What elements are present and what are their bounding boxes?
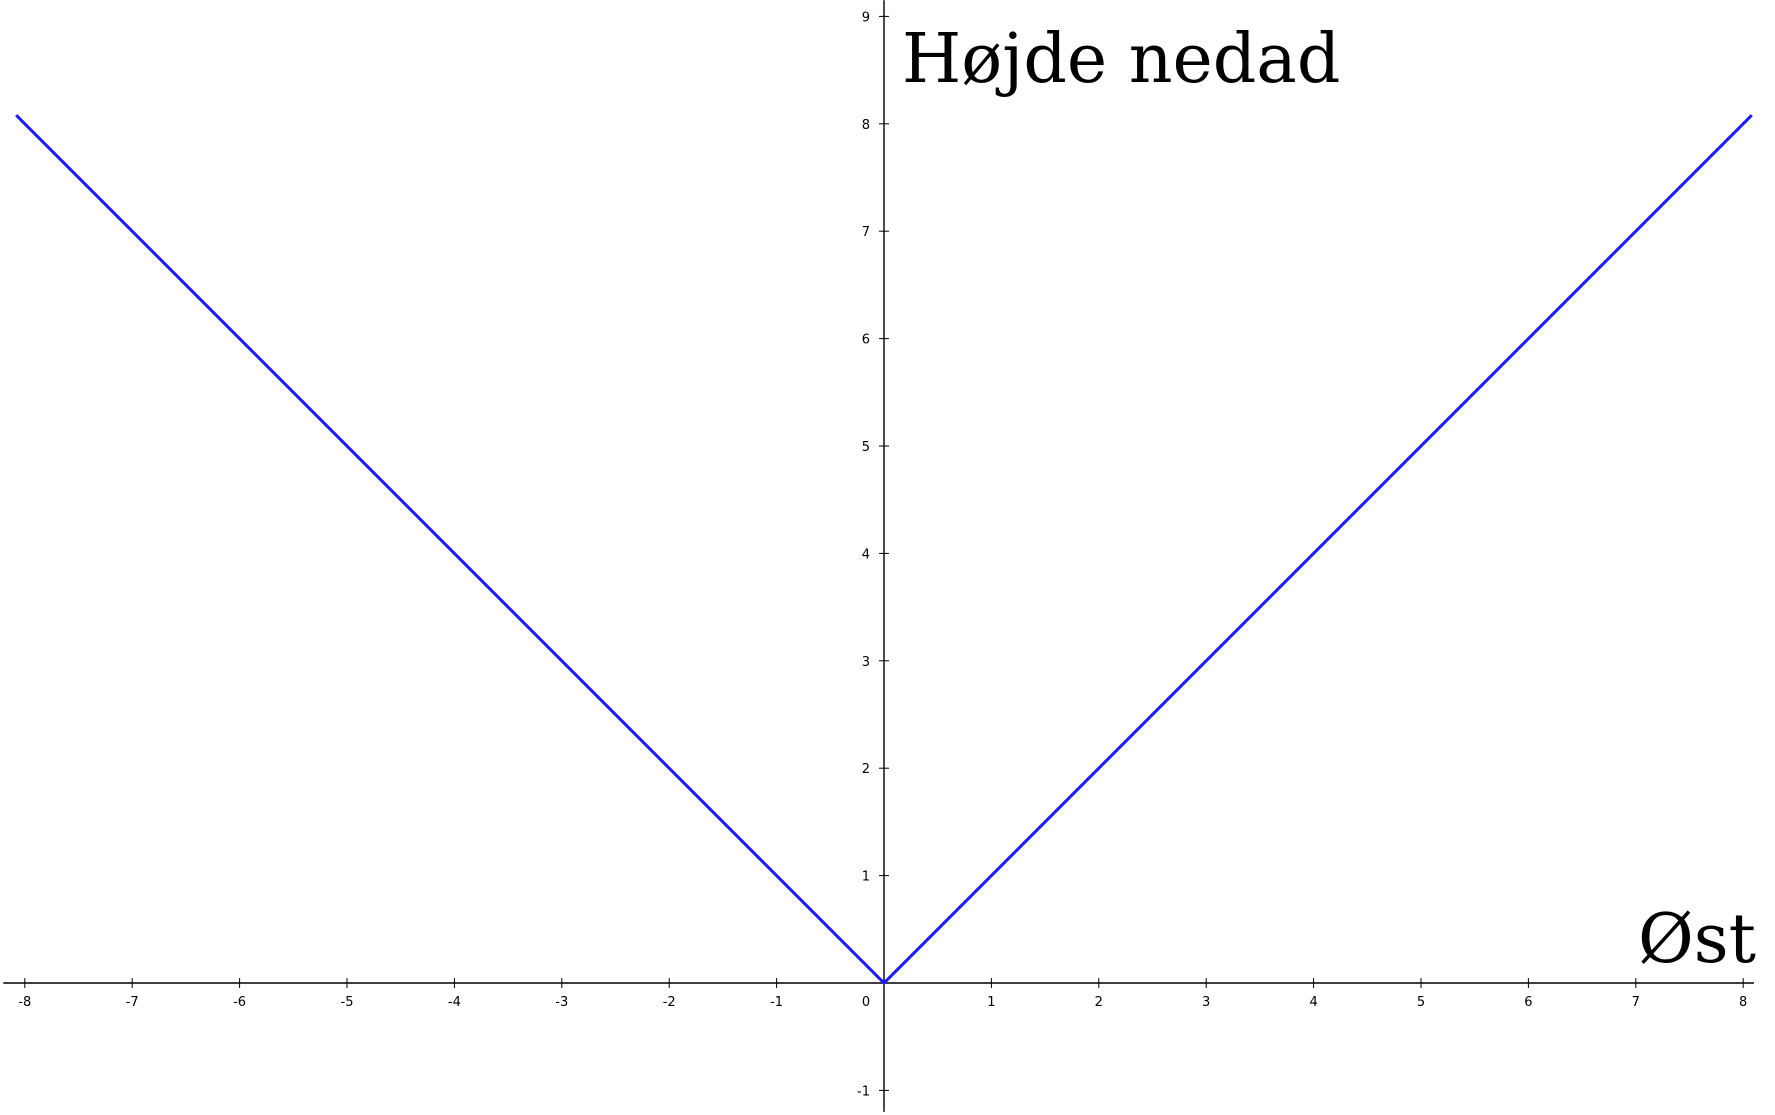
x-tick-label: -4 (448, 995, 461, 1010)
x-tick-label: -6 (233, 995, 246, 1010)
x-tick-label: 7 (1632, 995, 1640, 1010)
x-tick-label: 4 (1309, 995, 1317, 1010)
x-tick-label: 1 (987, 995, 995, 1010)
y-tick-label: 1 (862, 870, 870, 885)
y-tick-label: 4 (862, 547, 870, 562)
y-tick-label: 2 (862, 762, 870, 777)
x-tick-label: 5 (1417, 995, 1425, 1010)
x-tick-label: 3 (1202, 995, 1210, 1010)
x-tick-label: -7 (126, 995, 139, 1010)
x-ticks: -8 -7 -6 -5 -4 -3 -2 -1 0 1 2 3 4 5 6 7 8 (18, 978, 1747, 1010)
x-tick-label: -2 (663, 995, 676, 1010)
x-tick-label: -5 (341, 995, 354, 1010)
y-tick-label: 8 (862, 118, 870, 133)
x-tick-label: 6 (1524, 995, 1532, 1010)
y-tick-label: 6 (862, 333, 870, 348)
y-tick-label: 9 (862, 10, 870, 25)
x-tick-label: 0 (862, 995, 870, 1010)
x-tick-label: 8 (1739, 995, 1747, 1010)
x-tick-label: -8 (18, 995, 31, 1010)
x-axis-title: Øst (1638, 900, 1756, 979)
y-tick-label: 3 (862, 655, 870, 670)
y-ticks: -1 1 2 3 4 5 6 7 8 9 (857, 10, 889, 1099)
y-tick-label: 7 (862, 225, 870, 240)
series-layer (15, 114, 1753, 986)
x-tick-label: -1 (770, 995, 783, 1010)
y-tick-label: 5 (862, 440, 870, 455)
x-tick-label: 2 (1095, 995, 1103, 1010)
y-tick-label: -1 (857, 1084, 870, 1099)
series-line (15, 114, 1753, 986)
x-tick-label: -3 (555, 995, 568, 1010)
y-axis-title: Højde nedad (902, 20, 1340, 99)
